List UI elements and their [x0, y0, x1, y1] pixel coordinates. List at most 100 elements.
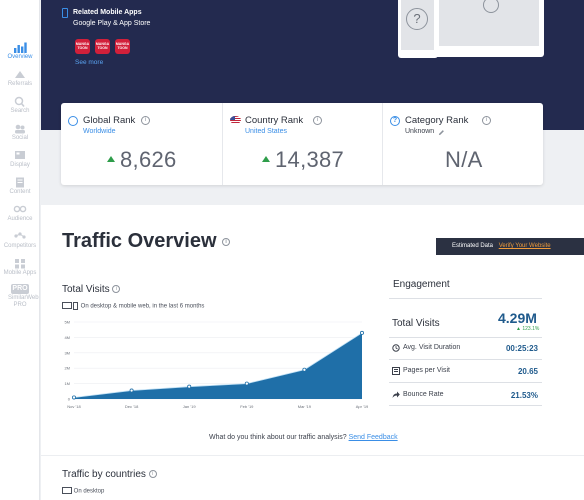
app-icon-mangatoon[interactable]: MANGA TOON: [115, 39, 130, 54]
sidebar-item-label: Social: [11, 135, 29, 141]
left-sidebar: Overview Referrals Search Social Display…: [0, 0, 40, 500]
sidebar-item-search[interactable]: Search: [0, 96, 40, 115]
info-icon[interactable]: i: [141, 116, 150, 125]
avg-visit-duration-label: Avg. Visit Duration: [403, 344, 461, 351]
competitors-icon: [14, 232, 26, 239]
app-icon-mangatoon[interactable]: MANGA TOON: [95, 39, 110, 54]
traffic-by-countries-title: Traffic by countries: [62, 469, 146, 480]
sidebar-item-label: Mobile Apps: [3, 270, 37, 276]
avg-visit-duration-value: 00:25:23: [505, 344, 538, 353]
content-icon: [16, 177, 24, 188]
question-mark-icon: ?: [406, 8, 428, 30]
series-area: [74, 332, 362, 399]
global-rank-scope[interactable]: Worldwide: [83, 128, 116, 135]
info-icon[interactable]: i: [313, 116, 322, 125]
engagement-total-change: ▲ 123.1%: [516, 326, 540, 332]
total-visits-area-chart: 0 1M 2M 3M 4M 5M Nov '18 Dec '18 Jan '19 Feb '19 M…: [64, 320, 369, 410]
series-line: [73, 332, 363, 398]
sidebar-item-referrals[interactable]: Referrals: [0, 69, 40, 88]
change-percent: 123.1%: [522, 326, 540, 332]
verify-website-link[interactable]: Verify Your Website: [498, 243, 551, 249]
countries-scope: On desktop: [73, 488, 105, 495]
section-divider: [41, 455, 584, 456]
y-tick-label: 3M: [64, 350, 70, 355]
country-rank-scope[interactable]: United States: [245, 128, 288, 135]
sidebar-item-display[interactable]: Display: [0, 150, 40, 169]
sidebar-item-audience[interactable]: Audience: [0, 204, 40, 223]
related-apps-subtitle: Google Play & App Store: [73, 20, 151, 27]
mobile-phone-icon: [62, 8, 68, 18]
sidebar-item-similarweb-pro[interactable]: PRO SimilarWeb PRO: [0, 284, 40, 309]
edit-pencil-icon[interactable]: [438, 129, 445, 136]
traffic-overview-title: Traffic Overview: [62, 230, 217, 252]
page-title: Traffic Overview i: [62, 230, 231, 253]
engagement-divider: [389, 405, 542, 406]
sidebar-item-competitors[interactable]: Competitors: [0, 231, 40, 250]
engagement-total-value: 4.29M: [498, 310, 537, 326]
x-tick-label: Dec '18: [125, 404, 139, 409]
sidebar-item-label: Content: [9, 189, 31, 195]
desktop-preview-placeholder: [434, 0, 544, 57]
us-flag-icon: [230, 116, 241, 124]
bar-chart-icon: [14, 42, 27, 53]
bounce-rate-label: Bounce Rate: [403, 391, 444, 398]
traffic-by-countries-heading: Traffic by countries i: [62, 469, 157, 480]
question-mark-icon: [483, 0, 499, 13]
desktop-mobile-icon: [62, 302, 78, 310]
social-icon: [15, 124, 25, 134]
engagement-title: Engagement: [393, 279, 450, 290]
total-visits-title: Total Visits: [62, 284, 110, 295]
send-feedback-link[interactable]: Send Feedback: [348, 434, 398, 441]
global-rank-panel: Global Rank i Worldwide 8,626: [61, 103, 222, 185]
mobile-preview-placeholder: ?: [398, 0, 438, 58]
mobile-apps-icon: [15, 259, 25, 269]
pages-per-visit-label: Pages per Visit: [403, 367, 450, 374]
x-tick-label: Jan '19: [183, 404, 197, 409]
sidebar-item-mobile-apps[interactable]: Mobile Apps: [0, 258, 40, 277]
y-tick-label: 5M: [64, 320, 70, 325]
total-visits-scope: On desktop & mobile web, in the last 6 m…: [80, 303, 205, 310]
desktop-icon: [62, 487, 72, 494]
sidebar-item-label: SimilarWeb PRO: [8, 295, 39, 308]
y-tick-label: 1M: [64, 381, 70, 386]
data-point: [129, 388, 134, 393]
info-icon[interactable]: i: [112, 285, 121, 294]
y-tick-label: 4M: [64, 335, 70, 340]
engagement-divider: [389, 298, 542, 299]
clock-icon: [392, 344, 400, 352]
sidebar-item-social[interactable]: Social: [0, 123, 40, 142]
feedback-question: What do you think about our traffic anal…: [209, 434, 347, 441]
engagement-divider: [389, 382, 542, 383]
related-apps-title: Related Mobile Apps: [73, 9, 142, 16]
pro-badge-icon: PRO: [11, 284, 29, 294]
display-icon: [15, 151, 25, 159]
country-rank-value: 14,387: [275, 147, 345, 172]
info-icon[interactable]: i: [482, 116, 491, 125]
sidebar-item-content[interactable]: Content: [0, 177, 40, 196]
engagement-total-label: Total Visits: [392, 318, 440, 329]
data-point: [187, 384, 192, 389]
category-rank-panel: ? Category Rank i Unknown N/A: [382, 103, 543, 185]
search-icon: [14, 96, 25, 107]
x-tick-label: Feb '19: [240, 404, 254, 409]
total-visits-heading: Total Visits i: [62, 284, 121, 295]
globe-icon: [68, 116, 78, 126]
feedback-prompt: What do you think about our traffic anal…: [209, 434, 398, 441]
data-point: [359, 330, 364, 335]
engagement-divider: [389, 359, 542, 360]
category-question-icon: ?: [390, 116, 400, 126]
audience-icon: [13, 205, 27, 213]
pages-icon: [392, 367, 400, 375]
global-rank-value: 8,626: [120, 147, 177, 172]
info-icon[interactable]: i: [222, 237, 231, 246]
bounce-arrow-icon: [392, 391, 400, 398]
sidebar-item-overview[interactable]: Overview: [0, 42, 40, 61]
rank-up-arrow-icon: [262, 156, 270, 162]
y-tick-label: 2M: [64, 366, 70, 371]
see-more-link[interactable]: See more: [75, 59, 104, 66]
global-rank-title: Global Rank: [83, 115, 136, 126]
app-icon-mangatoon[interactable]: MANGA TOON: [75, 39, 90, 54]
referrals-icon: [15, 71, 25, 78]
info-icon[interactable]: i: [148, 470, 157, 479]
